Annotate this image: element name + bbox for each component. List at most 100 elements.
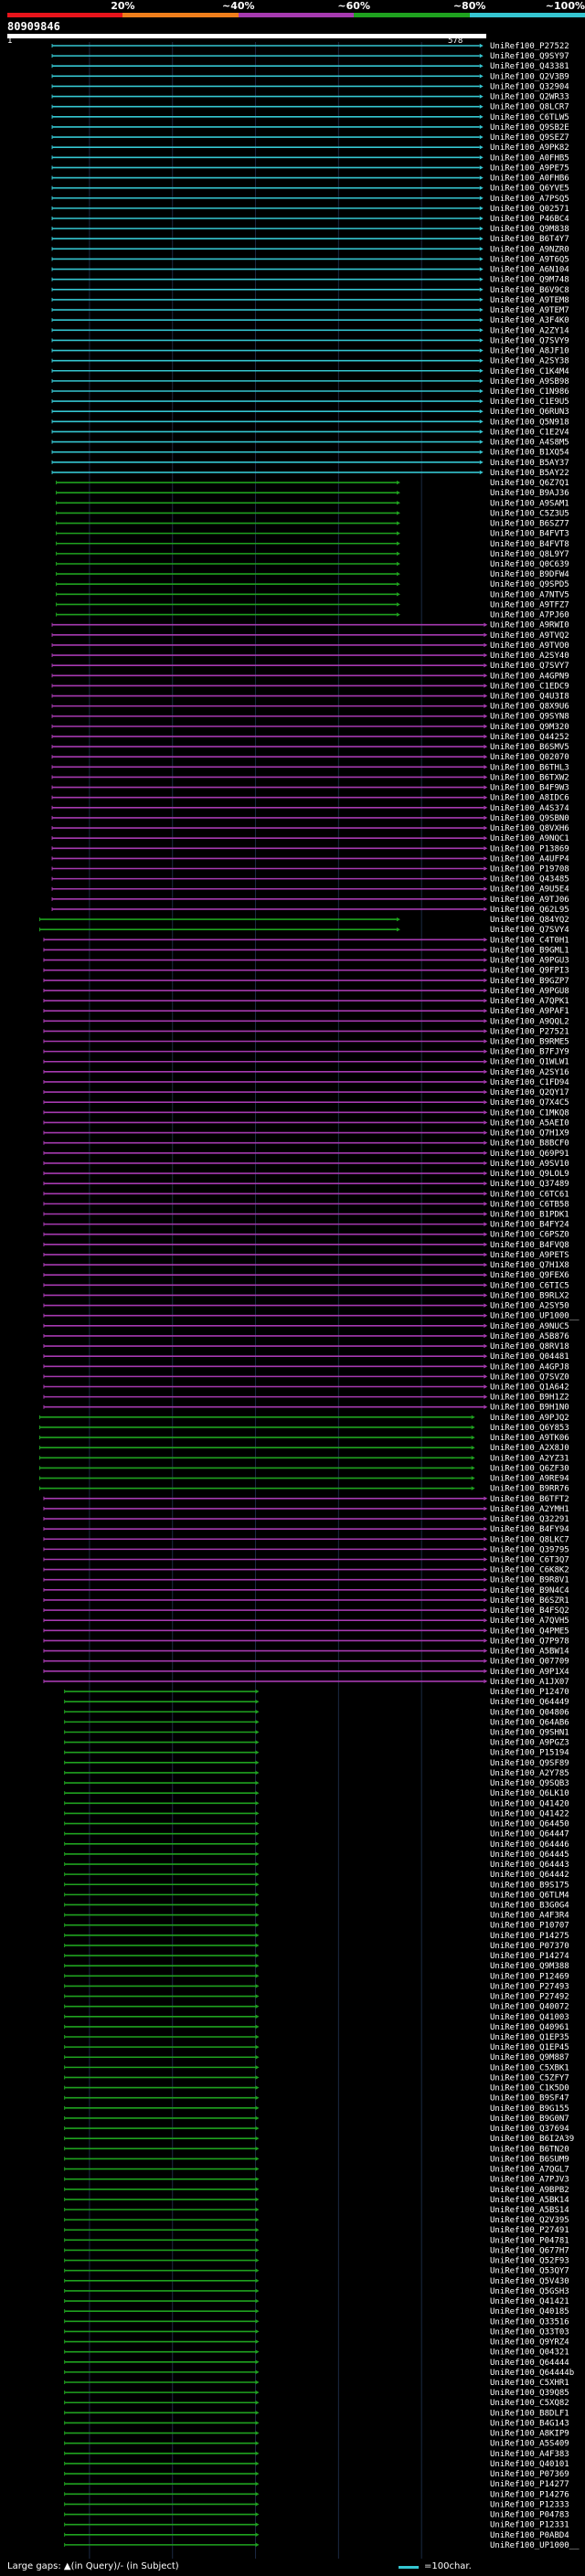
hit-label[interactable]: UniRef100_A9TFZ7 xyxy=(490,600,569,610)
hit-label[interactable]: UniRef100_A5S409 xyxy=(490,2440,569,2449)
hit-label[interactable]: UniRef100_A9QQL2 xyxy=(490,1017,569,1026)
hit-label[interactable]: UniRef100_A2SY16 xyxy=(490,1068,569,1077)
hit-label[interactable]: UniRef100_B5AY22 xyxy=(490,469,569,478)
hit-label[interactable]: UniRef100_A9NQC1 xyxy=(490,834,569,843)
hit-label[interactable]: UniRef100_A3F4K0 xyxy=(490,316,569,325)
hit-label[interactable]: UniRef100_Q5V430 xyxy=(490,2277,569,2286)
hit-label[interactable]: UniRef100_Q6RUN3 xyxy=(490,408,569,417)
hit-label[interactable]: UniRef100_B4FVT8 xyxy=(490,540,569,549)
hit-label[interactable]: UniRef100_Q40101 xyxy=(490,2460,569,2469)
hit-label[interactable]: UniRef100_B1PDK1 xyxy=(490,1211,569,1220)
hit-label[interactable]: UniRef100_B9G0N7 xyxy=(490,2115,569,2124)
hit-label[interactable]: UniRef100_A4F3R4 xyxy=(490,1912,569,1921)
hit-label[interactable]: UniRef100_B4FVQ8 xyxy=(490,1241,569,1250)
hit-label[interactable]: UniRef100_A9SV10 xyxy=(490,1160,569,1169)
hit-label[interactable]: UniRef100_Q4U3I8 xyxy=(490,693,569,702)
hit-label[interactable]: UniRef100_C5XHR1 xyxy=(490,2379,569,2388)
hit-label[interactable]: UniRef100_Q9YRZ4 xyxy=(490,2338,569,2348)
hit-label[interactable]: UniRef100_Q41422 xyxy=(490,1809,569,1818)
hit-label[interactable]: UniRef100_B1XQ54 xyxy=(490,449,569,458)
hit-label[interactable]: UniRef100_B6SZR1 xyxy=(490,1596,569,1606)
hit-label[interactable]: UniRef100_Q84YQ2 xyxy=(490,916,569,925)
hit-label[interactable]: UniRef100_C6TLW5 xyxy=(490,113,569,122)
hit-label[interactable]: UniRef100_Q64446 xyxy=(490,1840,569,1850)
hit-label[interactable]: UniRef100_Q43381 xyxy=(490,62,569,71)
hit-label[interactable]: UniRef100_Q37694 xyxy=(490,2125,569,2134)
hit-label[interactable]: UniRef100_A0FHB5 xyxy=(490,154,569,163)
hit-label[interactable]: UniRef100_A9PK82 xyxy=(490,143,569,153)
hit-label[interactable]: UniRef100_P12469 xyxy=(490,1972,569,1981)
hit-label[interactable]: UniRef100_A7QVH5 xyxy=(490,1617,569,1626)
hit-label[interactable]: UniRef100_Q9M320 xyxy=(490,723,569,732)
hit-label[interactable]: UniRef100_P46BC4 xyxy=(490,215,569,224)
hit-label[interactable]: UniRef100_Q8LKC7 xyxy=(490,1535,569,1544)
hit-label[interactable]: UniRef100_A4GPJ8 xyxy=(490,1362,569,1372)
hit-label[interactable]: UniRef100_Q64443 xyxy=(490,1860,569,1870)
hit-label[interactable]: UniRef100_Q9LOL9 xyxy=(490,1170,569,1179)
hit-label[interactable]: UniRef100_A9TVO0 xyxy=(490,641,569,651)
hit-label[interactable]: UniRef100_Q6TLM4 xyxy=(490,1891,569,1900)
hit-label[interactable]: UniRef100_C6T3Q7 xyxy=(490,1555,569,1564)
hit-label[interactable]: UniRef100_C1EDC9 xyxy=(490,682,569,691)
hit-label[interactable]: UniRef100_A2YZ31 xyxy=(490,1454,569,1463)
hit-label[interactable]: UniRef100_C1K4M4 xyxy=(490,367,569,376)
hit-label[interactable]: UniRef100_A5B876 xyxy=(490,1332,569,1341)
hit-label[interactable]: UniRef100_Q39795 xyxy=(490,1545,569,1554)
hit-label[interactable]: UniRef100_B9GML1 xyxy=(490,946,569,955)
hit-label[interactable]: UniRef100_Q04321 xyxy=(490,2348,569,2358)
hit-label[interactable]: UniRef100_A8IDC6 xyxy=(490,794,569,803)
hit-label[interactable]: UniRef100_A8JF10 xyxy=(490,347,569,356)
hit-label[interactable]: UniRef100_C5Z3U5 xyxy=(490,509,569,518)
hit-label[interactable]: UniRef100_Q04481 xyxy=(490,1352,569,1362)
hit-label[interactable]: UniRef100_Q6Y853 xyxy=(490,1424,569,1433)
hit-label[interactable]: UniRef100_A2SY50 xyxy=(490,1302,569,1311)
hit-label[interactable]: UniRef100_C1E9U5 xyxy=(490,398,569,407)
hit-label[interactable]: UniRef100_Q62L95 xyxy=(490,906,569,915)
hit-label[interactable]: UniRef100_A2X8J0 xyxy=(490,1444,569,1453)
hit-label[interactable]: UniRef100_Q9SYN8 xyxy=(490,713,569,722)
hit-label[interactable]: UniRef100_A9PE75 xyxy=(490,164,569,173)
hit-label[interactable]: UniRef100_Q9M388 xyxy=(490,1962,569,1971)
hit-label[interactable]: UniRef100_B9DFW4 xyxy=(490,570,569,579)
hit-label[interactable]: UniRef100_P04783 xyxy=(490,2511,569,2520)
hit-label[interactable]: UniRef100_A4UFP4 xyxy=(490,854,569,864)
hit-label[interactable]: UniRef100_Q2QY17 xyxy=(490,1088,569,1097)
hit-label[interactable]: UniRef100_B9RLX2 xyxy=(490,1291,569,1300)
hit-label[interactable]: UniRef100_B4FVT3 xyxy=(490,530,569,539)
hit-label[interactable]: UniRef100_P27493 xyxy=(490,1982,569,1991)
hit-label[interactable]: UniRef100_A9TVQ2 xyxy=(490,631,569,641)
hit-label[interactable]: UniRef100_A5BW14 xyxy=(490,1648,569,1657)
hit-label[interactable]: UniRef100_Q7SVY9 xyxy=(490,336,569,345)
hit-label[interactable]: UniRef100_A2SY38 xyxy=(490,357,569,366)
hit-label[interactable]: UniRef100_Q7SVY4 xyxy=(490,926,569,935)
hit-label[interactable]: UniRef100_B6THL3 xyxy=(490,763,569,772)
hit-label[interactable]: UniRef100_A7PJ60 xyxy=(490,611,569,620)
hit-label[interactable]: UniRef100_B9N4C4 xyxy=(490,1586,569,1595)
hit-label[interactable]: UniRef100_Q9M748 xyxy=(490,276,569,285)
hit-label[interactable]: UniRef100_Q5GSH3 xyxy=(490,2287,569,2296)
hit-label[interactable]: UniRef100_C5XBK1 xyxy=(490,2063,569,2072)
hit-label[interactable]: UniRef100_Q1WLW1 xyxy=(490,1058,569,1067)
hit-label[interactable]: UniRef100_P27522 xyxy=(490,42,569,51)
hit-label[interactable]: UniRef100_Q2WR33 xyxy=(490,93,569,102)
hit-label[interactable]: UniRef100_Q9SF89 xyxy=(490,1759,569,1768)
hit-label[interactable]: UniRef100_Q41420 xyxy=(490,1799,569,1808)
hit-label[interactable]: UniRef100_Q40072 xyxy=(490,2003,569,2012)
hit-label[interactable]: UniRef100_Q2V395 xyxy=(490,2216,569,2225)
hit-label[interactable]: UniRef100_Q64444b xyxy=(490,2369,574,2378)
hit-label[interactable]: UniRef100_A4F383 xyxy=(490,2450,569,2459)
hit-label[interactable]: UniRef100_A2Y785 xyxy=(490,1769,569,1778)
hit-label[interactable]: UniRef100_Q8LCR7 xyxy=(490,103,569,112)
hit-label[interactable]: UniRef100_B6SZ77 xyxy=(490,520,569,529)
hit-label[interactable]: UniRef100_Q41421 xyxy=(490,2297,569,2306)
hit-label[interactable]: UniRef100_Q52F93 xyxy=(490,2257,569,2266)
hit-label[interactable]: UniRef100_Q40961 xyxy=(490,2023,569,2032)
hit-label[interactable]: UniRef100_P27491 xyxy=(490,2226,569,2235)
hit-label[interactable]: UniRef100_UP1000__ xyxy=(490,1312,580,1321)
hit-label[interactable]: UniRef100_P14276 xyxy=(490,2490,569,2499)
hit-label[interactable]: UniRef100_Q33516 xyxy=(490,2317,569,2327)
hit-label[interactable]: UniRef100_P07369 xyxy=(490,2470,569,2479)
hit-label[interactable]: UniRef100_Q6Z7Q1 xyxy=(490,479,569,488)
hit-label[interactable]: UniRef100_Q9FPI3 xyxy=(490,967,569,976)
hit-label[interactable]: UniRef100_Q64AB6 xyxy=(490,1718,569,1727)
